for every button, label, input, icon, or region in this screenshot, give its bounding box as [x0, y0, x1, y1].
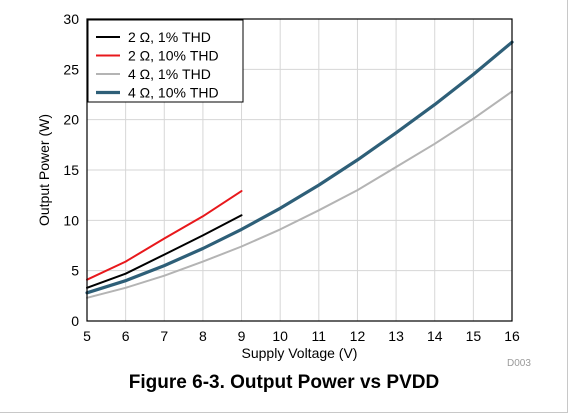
y-tick-label: 0: [71, 313, 79, 329]
x-tick-label: 13: [388, 328, 404, 344]
plot-area-border: [86, 18, 513, 322]
x-tick-label: 14: [427, 328, 443, 344]
y-tick-label: 30: [63, 11, 79, 27]
series-line: [86, 90, 513, 299]
y-tick-label: 15: [63, 162, 79, 178]
legend-box: [87, 19, 244, 103]
legend-label: 4 Ω, 1% THD: [128, 66, 211, 82]
x-tick-label: 15: [466, 328, 482, 344]
series-line: [86, 214, 243, 289]
legend-label: 2 Ω, 1% THD: [128, 29, 211, 45]
x-axis-label: Supply Voltage (V): [242, 345, 358, 361]
y-tick-label: 25: [63, 61, 79, 77]
x-tick-label: 7: [160, 328, 168, 344]
y-axis-label: Output Power (W): [36, 114, 52, 226]
series-lines: [85, 40, 514, 299]
legend: 2 Ω, 1% THD 2 Ω, 10% THD 4 Ω, 1% THD 4 Ω, 1…: [87, 19, 244, 103]
figure-caption: Figure 6-3. Output Power vs PVDD: [128, 372, 440, 393]
x-tick-label: 9: [238, 328, 246, 344]
x-tick-label: 5: [83, 328, 91, 344]
legend-label: 2 Ω, 10% THD: [128, 48, 219, 64]
x-tick-label: 8: [199, 328, 207, 344]
x-tick-label: 16: [504, 328, 520, 344]
y-tick-label: 10: [63, 212, 79, 228]
x-tick-label: 11: [312, 328, 327, 344]
figure-code: D003: [507, 358, 531, 369]
series-line: [85, 40, 514, 295]
x-tick-label: 6: [122, 328, 130, 344]
series-line: [86, 190, 243, 281]
y-tick-label: 5: [71, 263, 79, 279]
y-tick-label: 20: [63, 112, 79, 128]
legend-label: 4 Ω, 10% THD: [128, 85, 219, 101]
x-tick-label: 12: [350, 328, 366, 344]
x-tick-label: 10: [272, 328, 288, 344]
